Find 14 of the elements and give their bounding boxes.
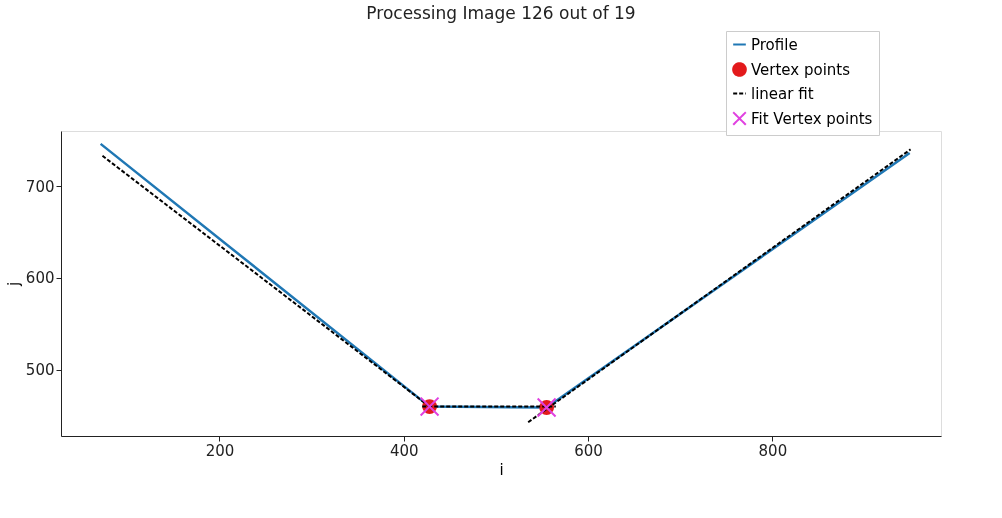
legend-label: Vertex points [751, 60, 851, 79]
chart-title: Processing Image 126 out of 19 [366, 2, 636, 23]
x-axis-title: i [499, 460, 504, 479]
y-tick-label: 600 [25, 269, 55, 288]
legend-label: Fit Vertex points [751, 109, 873, 128]
x-tick-label: 600 [574, 441, 603, 460]
y-tick-label: 700 [25, 177, 55, 196]
legend-label: linear fit [751, 84, 814, 103]
x-tick-label: 200 [205, 441, 235, 460]
y-axis-title: j [4, 281, 23, 288]
x-tick-label: 400 [389, 441, 419, 460]
x-tick-label: 800 [758, 441, 788, 460]
y-tick-label: 500 [25, 361, 55, 380]
legend-label: Profile [751, 35, 798, 54]
